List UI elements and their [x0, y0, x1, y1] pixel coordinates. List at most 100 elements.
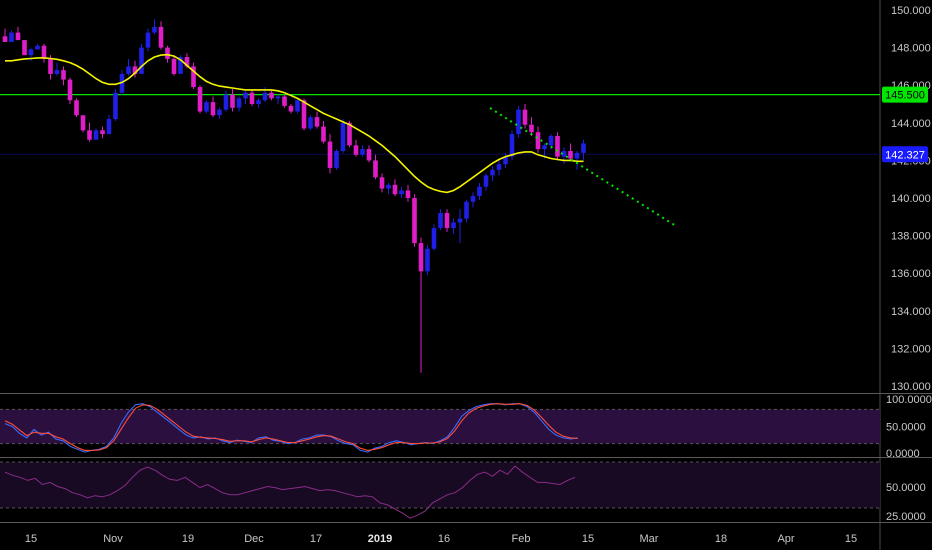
candle[interactable] [113, 88, 118, 121]
candle[interactable] [100, 126, 105, 138]
candle-body [48, 58, 53, 74]
candle[interactable] [444, 209, 450, 232]
candle[interactable] [327, 134, 333, 174]
candle[interactable] [256, 98, 261, 108]
candle[interactable] [275, 94, 281, 104]
candle[interactable] [178, 55, 183, 74]
candle[interactable] [80, 115, 86, 133]
candle-body [386, 184, 391, 189]
candle[interactable] [87, 122, 92, 142]
candle[interactable] [353, 139, 359, 157]
candle[interactable] [457, 209, 463, 244]
candle[interactable] [360, 145, 365, 157]
oscillator-pane[interactable]: 50.0000 25.0000 [0, 461, 926, 523]
candle[interactable] [191, 62, 196, 89]
candle[interactable] [158, 21, 164, 50]
candle[interactable] [516, 105, 521, 138]
candle[interactable] [412, 194, 417, 247]
candle[interactable] [483, 173, 489, 191]
candle[interactable] [366, 145, 372, 163]
candle[interactable] [74, 98, 79, 118]
candle[interactable] [22, 40, 27, 56]
candle[interactable] [171, 55, 177, 76]
candle[interactable] [223, 90, 229, 112]
candle[interactable] [9, 30, 14, 42]
candle[interactable] [54, 62, 60, 76]
candle[interactable] [503, 152, 508, 168]
time-axis-tick-label: Mar [640, 533, 659, 545]
stochastic-axis-tick-label: 100.0000 [886, 394, 932, 406]
candle[interactable] [561, 147, 567, 165]
candle[interactable] [451, 218, 456, 234]
candle[interactable] [106, 115, 112, 135]
candle-body [509, 134, 515, 157]
candle[interactable] [126, 58, 131, 76]
candle[interactable] [340, 119, 346, 153]
candle[interactable] [197, 85, 203, 114]
time-axis-tick-label: 15 [25, 533, 37, 545]
candle[interactable] [282, 94, 287, 108]
candle[interactable] [249, 88, 255, 106]
candle[interactable] [399, 186, 404, 198]
candle[interactable] [321, 120, 326, 144]
candle[interactable] [529, 117, 534, 136]
candle-body [418, 243, 424, 272]
candle[interactable] [405, 184, 411, 202]
candle[interactable] [386, 182, 391, 195]
candle[interactable] [418, 237, 424, 373]
candle[interactable] [535, 126, 541, 153]
trend-line-dotted[interactable] [489, 107, 677, 227]
candle-body [451, 222, 456, 229]
candle[interactable] [152, 19, 157, 35]
candle[interactable] [230, 88, 235, 112]
stochastic-pane[interactable]: 100.0000 50.0000 0.0000 [0, 394, 932, 460]
candle[interactable] [132, 60, 138, 78]
candle-body [438, 213, 443, 229]
candle[interactable] [477, 182, 482, 200]
candle[interactable] [295, 98, 300, 114]
candle[interactable] [301, 98, 307, 131]
candle[interactable] [41, 43, 47, 63]
candle[interactable] [490, 166, 495, 182]
candle[interactable] [581, 139, 586, 161]
candle[interactable] [2, 28, 8, 42]
candle[interactable] [522, 104, 528, 129]
candle-body [503, 156, 508, 165]
candle[interactable] [93, 128, 99, 140]
candle[interactable] [555, 132, 560, 161]
candle[interactable] [334, 149, 339, 170]
candle[interactable] [236, 96, 242, 112]
candle[interactable] [392, 179, 398, 197]
candle[interactable] [568, 143, 573, 161]
oscillator-axis-tick-label: 50.0000 [886, 482, 926, 494]
candle[interactable] [425, 245, 430, 276]
candle[interactable] [314, 111, 320, 129]
candle[interactable] [67, 77, 73, 104]
candle[interactable] [210, 96, 216, 118]
candle[interactable] [431, 224, 437, 251]
time-axis-tick-label: Apr [777, 533, 794, 545]
candle[interactable] [373, 154, 378, 180]
candle[interactable] [308, 115, 313, 131]
candle-body [529, 124, 534, 133]
candle[interactable] [438, 209, 443, 230]
candle[interactable] [145, 28, 151, 52]
time-axis[interactable]: 15 Nov 19 Dec 17 2019 16 Feb 15 Mar 18 Apr 15 [25, 533, 857, 545]
candle[interactable] [496, 160, 502, 176]
candle[interactable] [574, 151, 580, 170]
candle[interactable] [35, 43, 40, 50]
candle[interactable] [470, 192, 476, 208]
candle[interactable] [464, 199, 469, 223]
candle[interactable] [379, 173, 385, 193]
candle[interactable] [243, 90, 248, 104]
candle[interactable] [139, 43, 144, 74]
candle[interactable] [15, 26, 21, 41]
candle[interactable] [61, 66, 66, 86]
candle[interactable] [288, 104, 294, 114]
candle[interactable] [217, 107, 222, 120]
candle[interactable] [269, 90, 274, 101]
candle[interactable] [204, 100, 209, 114]
candle-body [301, 100, 307, 129]
